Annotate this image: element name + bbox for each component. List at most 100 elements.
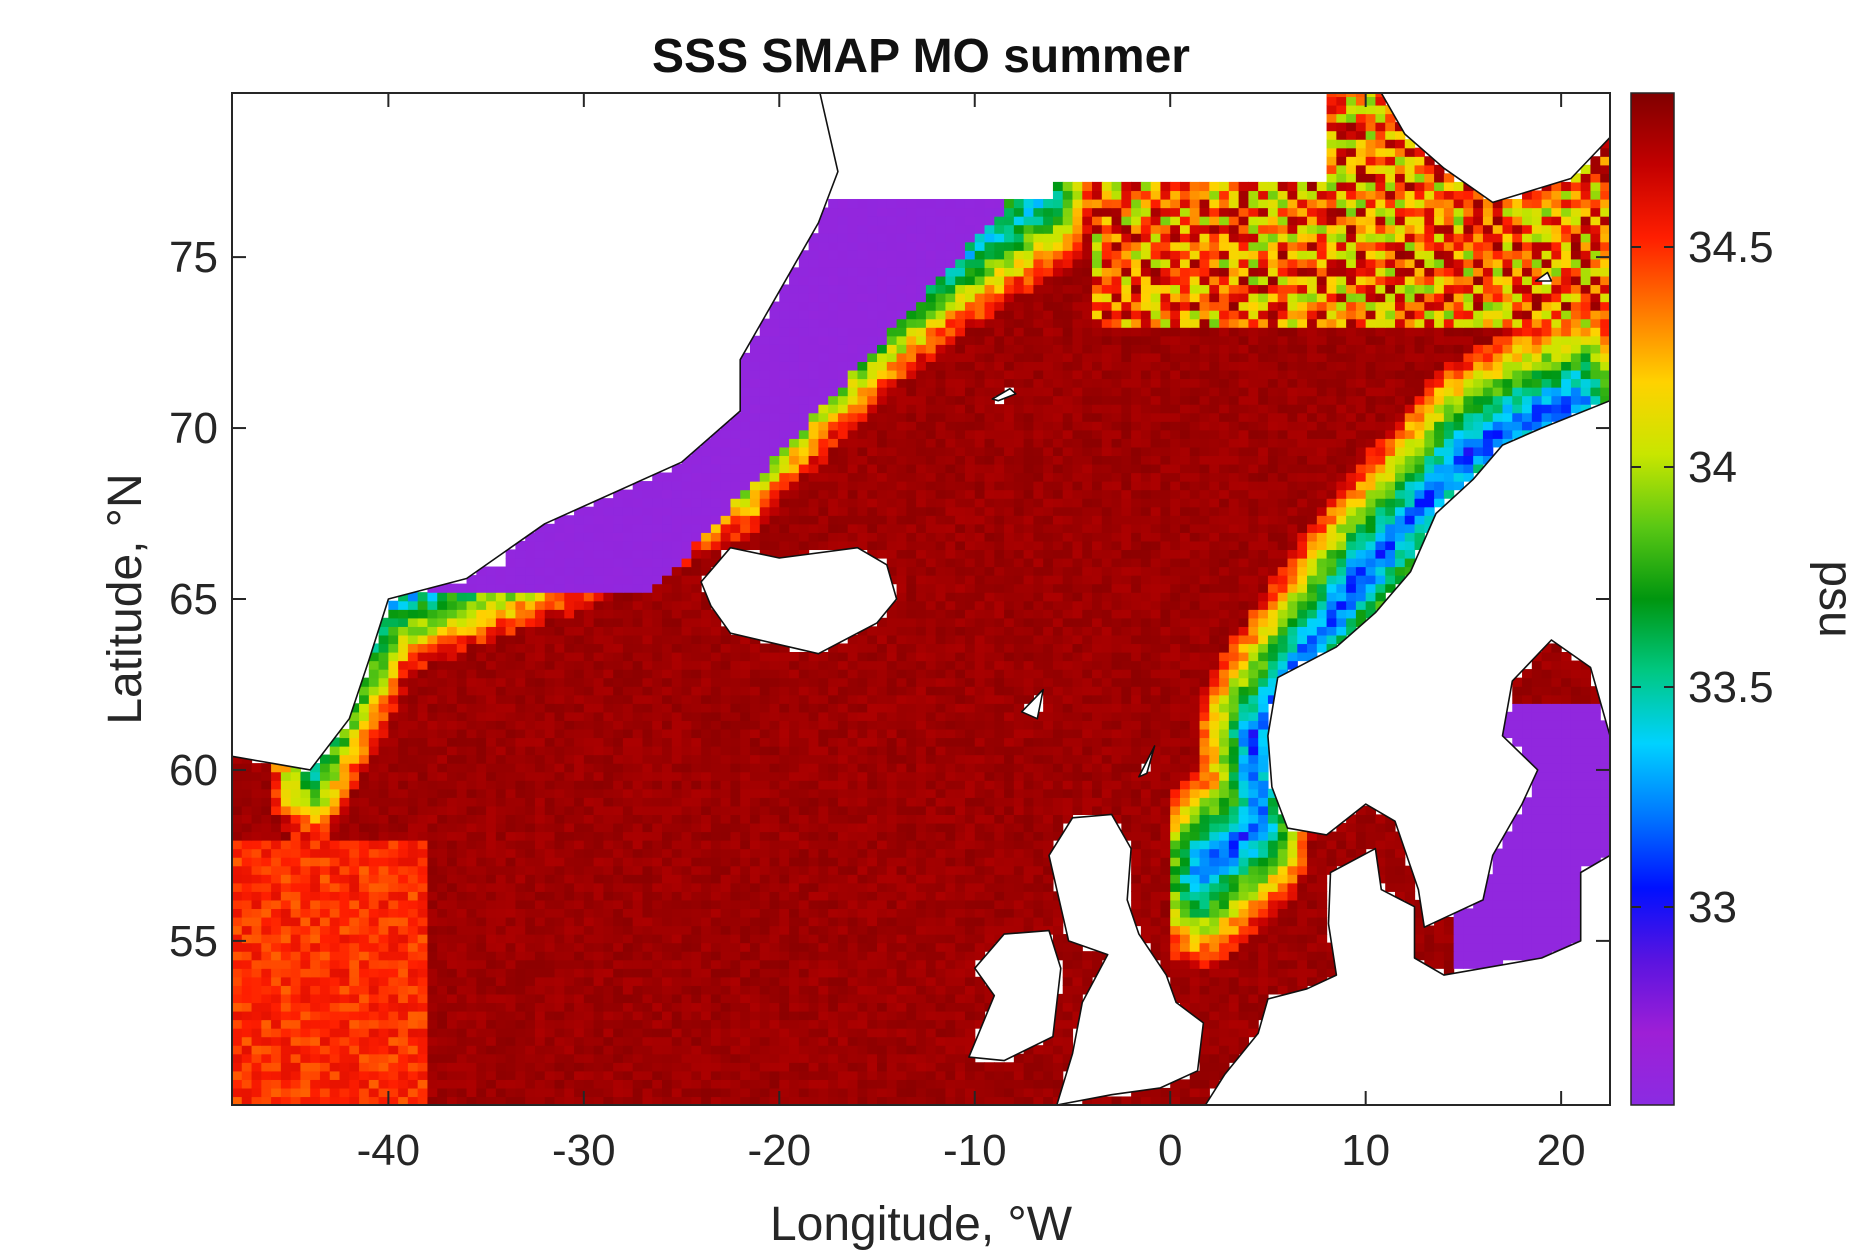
salinity-cell <box>417 1070 429 1080</box>
salinity-cell <box>906 848 917 858</box>
salinity-cell <box>1277 831 1289 841</box>
salinity-cell <box>378 857 389 867</box>
salinity-cell <box>886 771 898 781</box>
salinity-cell <box>613 797 624 807</box>
salinity-cell <box>837 848 849 858</box>
salinity-cell <box>730 934 741 944</box>
salinity-cell <box>1052 925 1064 935</box>
salinity-cell <box>828 1087 839 1098</box>
salinity-cell <box>652 968 663 978</box>
salinity-cell <box>701 874 712 884</box>
salinity-cell <box>662 780 673 790</box>
salinity-cell <box>241 814 253 824</box>
salinity-cell <box>388 993 399 1004</box>
salinity-cell <box>837 1036 849 1046</box>
salinity-cell <box>1248 857 1259 867</box>
salinity-cell <box>681 1053 692 1063</box>
salinity-cell <box>818 916 829 927</box>
salinity-cell <box>476 771 487 781</box>
salinity-cell <box>798 976 810 986</box>
salinity-cell <box>955 857 966 867</box>
salinity-cell <box>1062 797 1074 807</box>
salinity-cell <box>388 1096 399 1105</box>
salinity-cell <box>867 1053 878 1063</box>
salinity-cell <box>388 951 399 961</box>
salinity-cell <box>319 976 331 986</box>
salinity-cell <box>1199 1002 1210 1012</box>
salinity-cell <box>359 976 370 986</box>
salinity-cell <box>1189 1079 1201 1089</box>
salinity-cell <box>759 805 771 815</box>
salinity-cell <box>1170 763 1181 773</box>
salinity-cell <box>779 711 790 721</box>
salinity-cell <box>505 771 517 781</box>
salinity-cell <box>779 899 790 910</box>
salinity-cell <box>1238 857 1249 867</box>
salinity-cell <box>525 840 536 850</box>
salinity-cell <box>534 1002 546 1012</box>
salinity-cell <box>867 840 878 850</box>
salinity-cell <box>925 780 937 790</box>
salinity-cell <box>984 1096 995 1105</box>
salinity-cell <box>583 728 595 739</box>
salinity-cell <box>1160 857 1171 867</box>
salinity-cell <box>427 1036 438 1046</box>
salinity-cell <box>476 805 487 815</box>
salinity-cell <box>1561 763 1572 773</box>
salinity-cell <box>652 993 663 1004</box>
salinity-cell <box>1522 703 1533 713</box>
salinity-cell <box>329 1070 341 1080</box>
salinity-cell <box>378 711 389 721</box>
salinity-cell <box>847 840 859 850</box>
salinity-cell <box>1502 831 1513 841</box>
salinity-cell <box>691 891 702 901</box>
salinity-cell <box>1570 891 1582 901</box>
salinity-cell <box>1179 942 1191 952</box>
salinity-cell <box>554 908 565 918</box>
salinity-cell <box>779 1036 790 1046</box>
salinity-cell <box>427 968 438 978</box>
salinity-cell <box>447 754 458 764</box>
salinity-cell <box>710 1002 722 1012</box>
salinity-cell <box>798 1053 810 1063</box>
salinity-cell <box>662 1079 673 1089</box>
salinity-cell <box>964 968 976 978</box>
salinity-cell <box>544 993 556 1004</box>
salinity-cell <box>300 1019 311 1029</box>
salinity-cell <box>1160 959 1171 969</box>
salinity-cell <box>652 771 663 781</box>
salinity-cell <box>935 703 947 713</box>
salinity-cell <box>466 976 477 986</box>
salinity-cell <box>241 780 253 790</box>
salinity-cell <box>613 968 624 978</box>
salinity-cell <box>544 1070 556 1080</box>
salinity-cell <box>437 857 448 867</box>
salinity-cell <box>271 1096 282 1105</box>
salinity-cell <box>681 908 692 918</box>
salinity-cell <box>437 899 448 910</box>
salinity-cell <box>1092 754 1103 764</box>
salinity-cell <box>1062 1053 1074 1063</box>
salinity-cell <box>906 746 917 756</box>
salinity-cell <box>984 874 995 884</box>
salinity-cell <box>300 831 311 841</box>
salinity-cell <box>1258 857 1269 867</box>
salinity-cell <box>583 1087 595 1098</box>
salinity-cell <box>1580 822 1592 833</box>
salinity-cell <box>466 720 477 730</box>
salinity-cell <box>798 959 810 969</box>
salinity-cell <box>515 1070 526 1080</box>
salinity-cell <box>564 908 575 918</box>
salinity-cell <box>622 908 634 918</box>
salinity-cell <box>466 1045 477 1055</box>
salinity-cell <box>730 763 741 773</box>
salinity-cell <box>808 891 819 901</box>
salinity-cell <box>1365 805 1377 815</box>
salinity-cell <box>593 754 604 764</box>
salinity-cell <box>896 899 907 910</box>
salinity-cell <box>877 746 888 756</box>
salinity-cell <box>398 711 409 721</box>
salinity-cell <box>427 1045 438 1055</box>
salinity-cell <box>896 814 907 824</box>
salinity-cell <box>613 1019 624 1029</box>
